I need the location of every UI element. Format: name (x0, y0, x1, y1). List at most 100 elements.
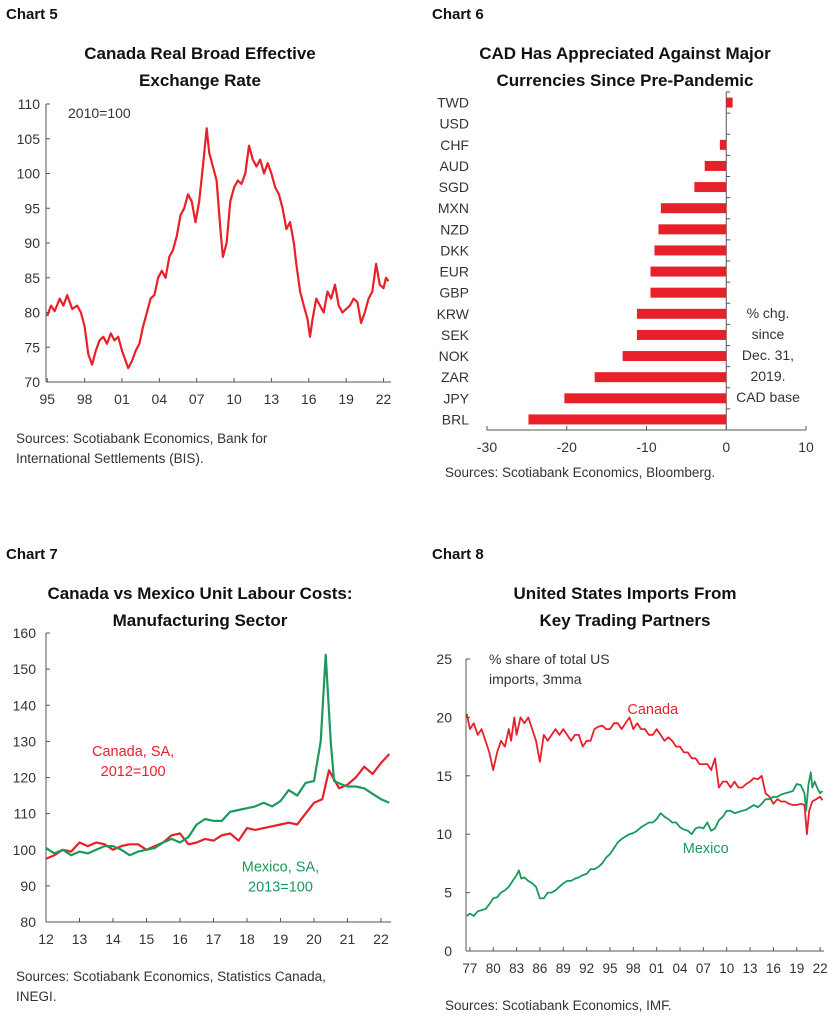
chart7-y-tick-label: 120 (13, 770, 37, 786)
chart7-y-tick-label: 140 (13, 697, 37, 713)
chart5-x-tick-label: 16 (301, 391, 317, 407)
chart7-plot: 80 90 100 110 120 130 140 150 160 12 13 14 15 16 17 18 1… (13, 625, 391, 947)
chart8-x-tick-label: 04 (673, 961, 689, 976)
chart6-category-label: TWD (437, 95, 469, 111)
chart8-x-tick-label: 16 (766, 961, 781, 976)
chart7-x-tick-label: 18 (239, 931, 255, 947)
chart7-y-tick-label: 160 (13, 625, 37, 641)
chart5-title: Canada Real Broad Effective Exchange Rat… (0, 40, 400, 94)
chart5-title-line-1: Canada Real Broad Effective (84, 44, 316, 63)
chart7-series-1-line (45, 753, 391, 860)
chart7-x-tick-label: 19 (273, 931, 289, 947)
chart5-y-tick-label: 80 (24, 305, 40, 321)
chart5-plot: 70 75 80 85 90 95 100 105 110 95 98 01 04 07 10 13 16 19 2… (17, 96, 392, 407)
chart6-category-label: CHF (440, 137, 469, 153)
chart6-category-label: NOK (439, 348, 470, 364)
chart6-plot: -30 -20 -10 0 10 TWD USD CHF AUD SGD MXN NZD DKK EUR G… (437, 91, 814, 455)
chart7-x-tick-label: 20 (306, 931, 322, 947)
chart6-annotation: Dec. 31, (742, 347, 794, 363)
chart8-series-1-line (465, 713, 824, 836)
chart5-x-tick-label: 10 (226, 391, 242, 407)
chart6-category-label: SGD (439, 179, 469, 195)
chart8-y-tick-label: 20 (436, 709, 452, 725)
chart7-x-tick-label: 12 (38, 931, 54, 947)
chart5-x-tick-label: 95 (39, 391, 55, 407)
chart7-series-label-2: 2013=100 (248, 879, 313, 895)
chart5-x-tick-label: 13 (264, 391, 280, 407)
chart8-x-tick-label: 83 (509, 961, 524, 976)
chart8-x-tick-label: 77 (462, 961, 477, 976)
chart6-title: CAD Has Appreciated Against Major Curren… (426, 40, 824, 94)
chart6-source-line-1: Sources: Scotiabank Economics, Bloomberg… (445, 465, 716, 480)
chart5-source-line-1: Sources: Scotiabank Economics, Bank for (16, 431, 268, 446)
chart8-y-tick-label: 5 (444, 885, 452, 901)
chart8-label: Chart 8 (432, 546, 484, 563)
chart5-label: Chart 5 (6, 6, 58, 23)
chart5-y-tick-label: 75 (24, 339, 40, 355)
chart8-title-line-2: Key Trading Partners (539, 611, 711, 630)
chart8-annotation: imports, 3mma (489, 671, 582, 687)
chart7-series-label-2: Mexico, SA, (242, 859, 319, 875)
chart8-x-tick-label: 10 (719, 961, 734, 976)
chart6-bar-nzd (658, 224, 727, 235)
chart7-y-tick-label: 100 (13, 842, 37, 858)
chart5-y-tick-label: 105 (17, 131, 41, 147)
chart8-y-tick-label: 10 (436, 826, 452, 842)
chart7-label: Chart 7 (6, 546, 58, 563)
chart8-x-tick-label: 95 (602, 961, 617, 976)
chart8-series-2-line (466, 771, 824, 917)
chart5-annotation: 2010=100 (68, 105, 131, 121)
chart5-series-1-line (46, 127, 390, 370)
chart6-bar-twd (726, 97, 733, 108)
chart5-y-tick-label: 70 (24, 374, 40, 390)
chart6-bar-jpy (564, 393, 727, 404)
chart8-series-label-2: Mexico (683, 841, 729, 857)
chart6-category-label: BRL (442, 411, 469, 427)
chart6-annotation: 2019. (750, 368, 785, 384)
chart5-y-tick-label: 95 (24, 200, 40, 216)
chart8-title-line-1: United States Imports From (513, 584, 737, 603)
chart6-x-tick-label: -10 (636, 439, 656, 455)
chart6-category-label: EUR (439, 264, 469, 280)
chart5-x-tick-label: 04 (152, 391, 168, 407)
chart5-y-tick-label: 100 (17, 166, 41, 182)
chart6-category-label: MXN (438, 200, 469, 216)
chart8-y-tick-label: 0 (444, 943, 452, 959)
chart6-x-tick-label: 10 (798, 439, 814, 455)
chart7-series-label-1: 2012=100 (101, 764, 166, 780)
chart5-y-tick-label: 85 (24, 270, 40, 286)
chart6-bar-mxn (660, 203, 727, 214)
chart7-x-tick-label: 21 (340, 931, 356, 947)
chart6-bar-eur (650, 266, 727, 277)
chart6-label: Chart 6 (432, 6, 484, 23)
chart8-x-tick-label: 92 (579, 961, 594, 976)
chart7-y-tick-label: 150 (13, 661, 37, 677)
chart8-x-tick-label: 80 (486, 961, 501, 976)
chart5-x-tick-label: 22 (376, 391, 392, 407)
chart6-x-tick-label: 0 (722, 439, 730, 455)
chart7-series-2-line (45, 653, 390, 857)
chart8-x-tick-label: 89 (556, 961, 571, 976)
chart6-bar-sek (636, 329, 727, 340)
chart6-title-line-1: CAD Has Appreciated Against Major (479, 44, 771, 63)
chart7-x-tick-label: 17 (206, 931, 222, 947)
chart7-x-tick-label: 14 (105, 931, 121, 947)
chart8-x-tick-label: 98 (626, 961, 641, 976)
chart8-x-tick-label: 01 (649, 961, 664, 976)
chart5-x-tick-label: 98 (77, 391, 93, 407)
chart8-x-tick-label: 22 (813, 961, 828, 976)
chart6-bar-gbp (650, 287, 727, 298)
chart8-x-tick-label: 13 (743, 961, 758, 976)
chart7-source-line-2: INEGI. (16, 989, 57, 1004)
chart7-y-tick-label: 110 (14, 806, 37, 822)
chart6-bar-dkk (654, 245, 727, 256)
chart6-source: Sources: Scotiabank Economics, Bloomberg… (445, 463, 815, 483)
chart6-bar-chf (719, 139, 727, 150)
chart6-bar-krw (636, 308, 727, 319)
chart7-series-label-1: Canada, SA, (92, 744, 174, 760)
chart6-bar-nok (622, 351, 727, 362)
chart8-title: United States Imports From Key Trading P… (426, 580, 824, 634)
chart6-category-label: ZAR (441, 369, 469, 385)
chart6-bar-zar (594, 372, 727, 383)
chart8-source-line-1: Sources: Scotiabank Economics, IMF. (445, 998, 672, 1013)
